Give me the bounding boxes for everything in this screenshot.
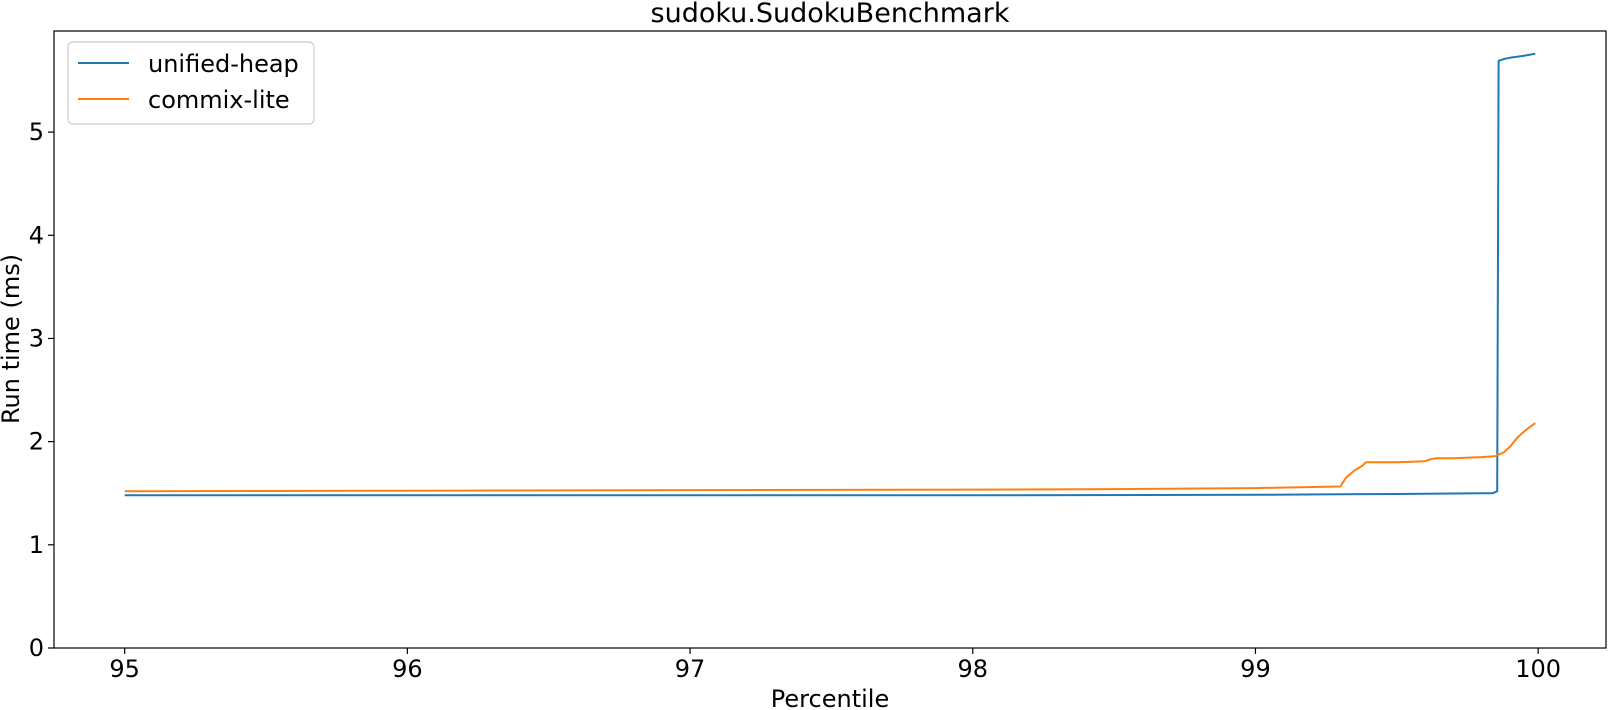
legend-label-commix-lite: commix-lite [148, 86, 290, 114]
series-line-unified-heap [124, 52, 1536, 497]
x-tick-label: 95 [109, 655, 140, 683]
y-tick-label: 5 [29, 118, 44, 146]
y-tick-label: 0 [29, 634, 44, 662]
y-tick-label: 3 [29, 324, 44, 352]
y-tick-label: 1 [29, 531, 44, 559]
chart-title: sudoku.SudokuBenchmark [651, 0, 1010, 29]
y-tick-label: 2 [29, 428, 44, 456]
x-tick-label: 99 [1240, 655, 1271, 683]
legend: unified-heap commix-lite [67, 41, 315, 125]
plot-area [53, 30, 1607, 649]
legend-box [67, 41, 315, 125]
series-line-commix-lite [124, 422, 1536, 493]
x-tick-label: 97 [675, 655, 706, 683]
x-axis-label: Percentile [771, 685, 889, 710]
x-axis: 95 96 97 98 99 100 [109, 648, 1561, 683]
x-tick-label: 96 [392, 655, 423, 683]
y-tick-label: 4 [29, 221, 44, 249]
legend-label-unified-heap: unified-heap [148, 50, 299, 78]
x-tick-label: 98 [957, 655, 988, 683]
x-tick-label: 100 [1515, 655, 1561, 683]
y-axis-label: Run time (ms) [0, 254, 25, 424]
series-lines [124, 52, 1536, 497]
y-axis: 0 1 2 3 4 5 [29, 118, 54, 662]
